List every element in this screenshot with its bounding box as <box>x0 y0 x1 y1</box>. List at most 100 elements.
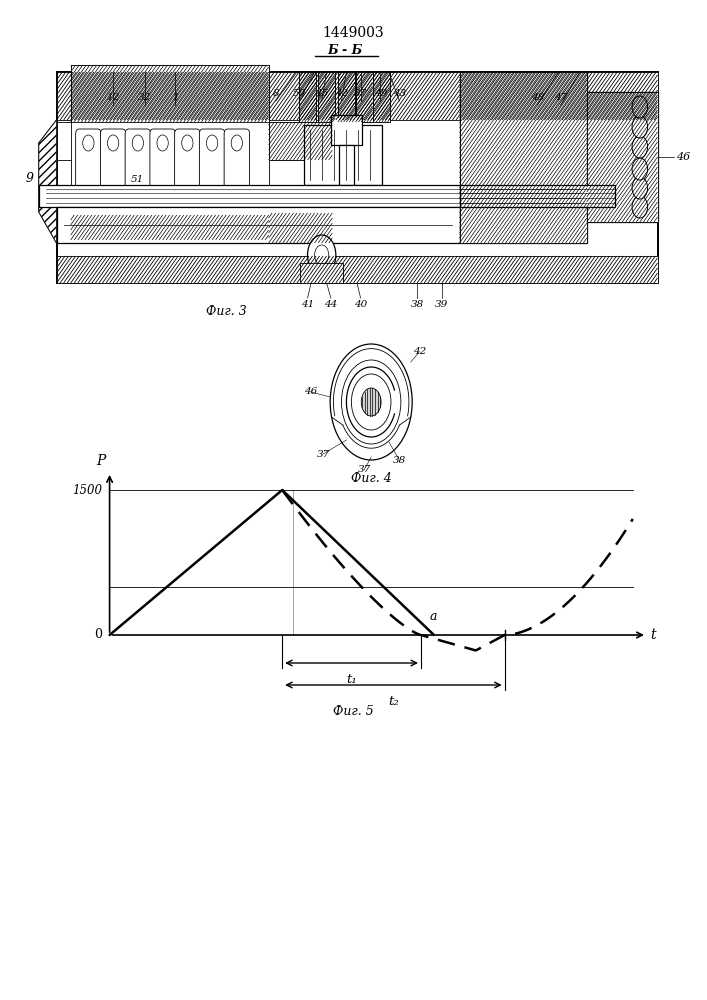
Circle shape <box>206 135 218 151</box>
Text: 49: 49 <box>374 89 387 98</box>
Circle shape <box>182 135 193 151</box>
Text: Фиг. 4: Фиг. 4 <box>351 472 392 485</box>
Text: 37: 37 <box>358 466 370 475</box>
Circle shape <box>83 135 94 151</box>
FancyBboxPatch shape <box>150 129 175 217</box>
Text: 9: 9 <box>26 172 34 184</box>
Bar <box>318 72 335 122</box>
Text: Фиг. 3: Фиг. 3 <box>206 305 247 318</box>
Circle shape <box>361 388 381 416</box>
Circle shape <box>157 195 168 211</box>
Bar <box>57 122 325 160</box>
Circle shape <box>157 135 168 151</box>
Bar <box>71 65 269 122</box>
Text: a: a <box>429 610 437 623</box>
Bar <box>57 72 658 120</box>
Text: 8: 8 <box>272 89 279 98</box>
Bar <box>318 72 335 122</box>
Circle shape <box>330 344 412 460</box>
Text: 38: 38 <box>411 300 423 309</box>
Circle shape <box>351 374 391 430</box>
Bar <box>71 215 269 240</box>
Circle shape <box>341 360 401 444</box>
Text: 50: 50 <box>293 89 305 98</box>
Text: 45: 45 <box>315 89 328 98</box>
Bar <box>299 72 316 122</box>
Bar <box>299 72 316 122</box>
Bar <box>338 72 355 122</box>
FancyBboxPatch shape <box>175 129 200 217</box>
Text: t: t <box>650 628 656 642</box>
Text: 40: 40 <box>354 300 367 309</box>
Text: t₂: t₂ <box>388 695 399 708</box>
Text: 51: 51 <box>132 176 144 184</box>
Bar <box>587 92 658 222</box>
Text: Б - Б: Б - Б <box>327 43 363 56</box>
Text: 46: 46 <box>305 387 317 396</box>
Circle shape <box>632 177 648 199</box>
Circle shape <box>231 195 243 211</box>
Circle shape <box>632 96 648 118</box>
Text: t₁: t₁ <box>346 673 357 686</box>
Circle shape <box>83 195 94 211</box>
Bar <box>373 72 390 122</box>
Bar <box>57 207 460 243</box>
Bar <box>339 145 354 185</box>
Bar <box>71 65 269 240</box>
Text: 12: 12 <box>107 93 119 102</box>
Bar <box>373 72 390 122</box>
Circle shape <box>132 135 144 151</box>
FancyBboxPatch shape <box>224 129 250 217</box>
Text: 1500: 1500 <box>73 484 103 496</box>
Text: 41: 41 <box>301 300 314 309</box>
Text: 48: 48 <box>531 93 544 102</box>
Text: Фиг. 5: Фиг. 5 <box>333 705 374 718</box>
Text: 42: 42 <box>413 348 426 357</box>
Circle shape <box>315 245 329 265</box>
Bar <box>57 256 658 283</box>
Bar <box>338 72 355 122</box>
Bar <box>39 185 587 207</box>
FancyBboxPatch shape <box>199 129 225 217</box>
Text: 0: 0 <box>95 629 103 642</box>
Circle shape <box>632 136 648 158</box>
Text: 44: 44 <box>325 300 337 309</box>
Text: 1449003: 1449003 <box>322 26 385 40</box>
Bar <box>356 72 373 122</box>
Text: 37: 37 <box>317 450 329 459</box>
Polygon shape <box>39 120 57 243</box>
Text: 37: 37 <box>354 89 367 98</box>
Text: 42: 42 <box>335 89 348 98</box>
Bar <box>57 72 658 283</box>
Bar <box>460 72 587 243</box>
FancyBboxPatch shape <box>125 129 151 217</box>
FancyBboxPatch shape <box>100 129 126 217</box>
Circle shape <box>206 195 218 211</box>
Circle shape <box>107 195 119 211</box>
Circle shape <box>231 135 243 151</box>
Circle shape <box>632 196 648 218</box>
Text: 38: 38 <box>393 456 406 465</box>
Bar <box>304 125 382 185</box>
Text: 39: 39 <box>436 300 448 309</box>
Circle shape <box>308 235 336 275</box>
Text: 46: 46 <box>676 152 690 162</box>
Text: 1: 1 <box>172 93 179 102</box>
Text: 32: 32 <box>139 93 151 102</box>
FancyBboxPatch shape <box>76 129 101 217</box>
Circle shape <box>107 135 119 151</box>
Polygon shape <box>39 120 57 243</box>
Bar <box>300 263 343 283</box>
Bar <box>331 115 362 145</box>
Text: 43: 43 <box>393 89 406 98</box>
Text: P: P <box>96 454 106 468</box>
Circle shape <box>632 158 648 180</box>
Text: 47: 47 <box>554 93 567 102</box>
Bar <box>356 72 373 122</box>
Circle shape <box>632 116 648 138</box>
Bar <box>460 185 615 207</box>
Circle shape <box>132 195 144 211</box>
Circle shape <box>182 195 193 211</box>
Bar <box>460 72 587 243</box>
Bar <box>269 122 332 160</box>
